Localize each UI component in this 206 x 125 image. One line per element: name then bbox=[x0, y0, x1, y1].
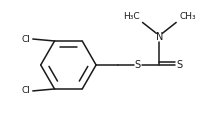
Text: S: S bbox=[134, 60, 140, 70]
Text: H₃C: H₃C bbox=[122, 12, 139, 21]
Text: Cl: Cl bbox=[22, 34, 31, 43]
Text: S: S bbox=[175, 60, 181, 70]
Text: CH₃: CH₃ bbox=[178, 12, 195, 21]
Text: N: N bbox=[155, 32, 162, 42]
Text: Cl: Cl bbox=[22, 86, 31, 95]
